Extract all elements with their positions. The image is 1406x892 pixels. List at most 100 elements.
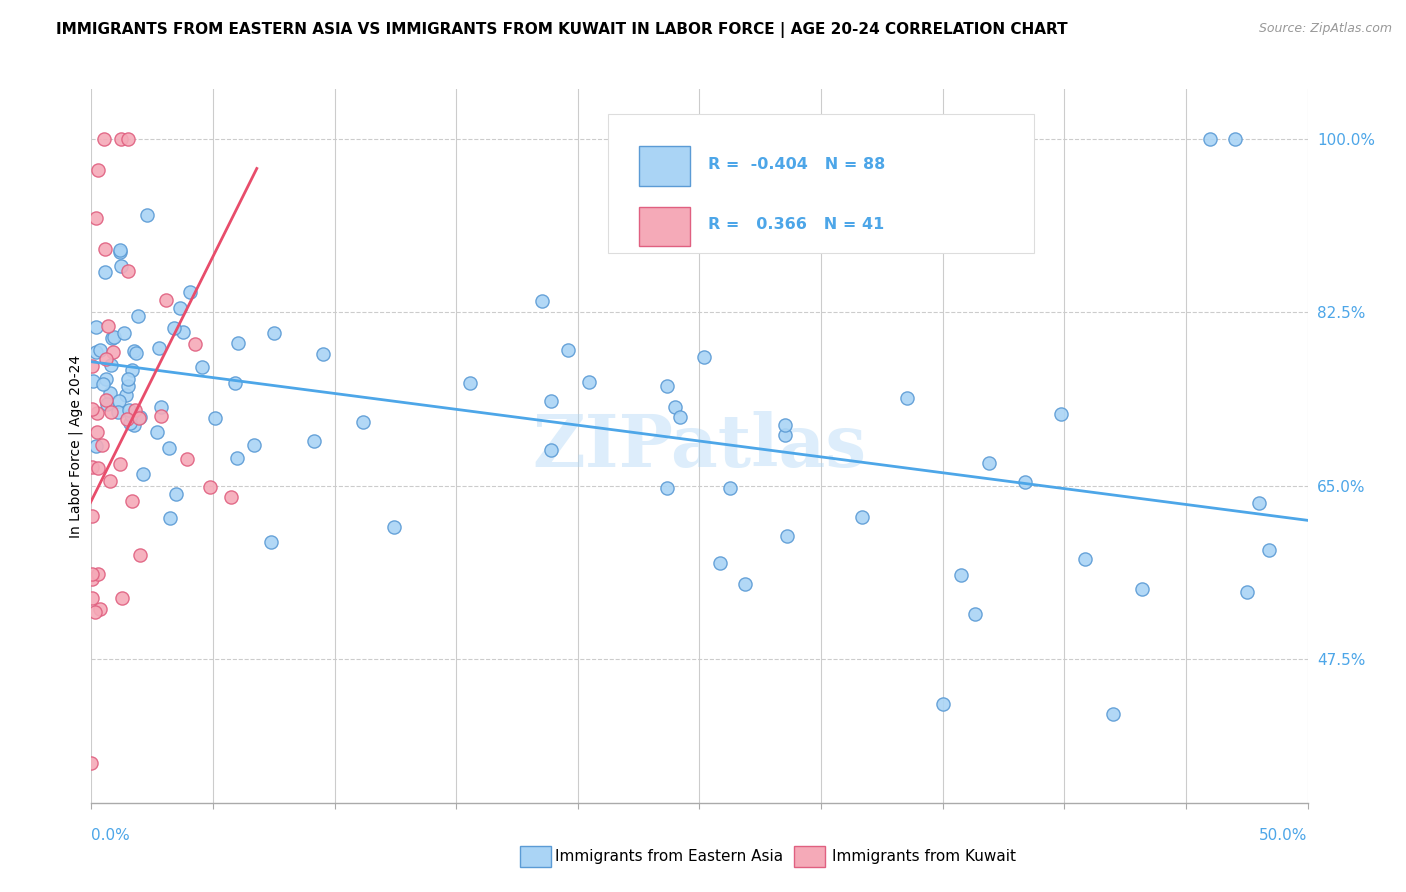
Text: 50.0%: 50.0% xyxy=(1260,828,1308,843)
Point xyxy=(540,442,562,457)
Text: R =  -0.404   N = 88: R = -0.404 N = 88 xyxy=(709,157,886,171)
Point xyxy=(122,343,145,358)
Point xyxy=(979,457,1001,471)
Point xyxy=(84,320,107,334)
Point xyxy=(91,438,114,452)
Point xyxy=(460,376,482,390)
Y-axis label: In Labor Force | Age 20-24: In Labor Force | Age 20-24 xyxy=(69,354,83,538)
Point xyxy=(1050,408,1073,422)
Point xyxy=(87,461,110,475)
Point xyxy=(169,301,191,316)
Point xyxy=(734,577,756,591)
Point xyxy=(86,406,108,420)
Point xyxy=(94,265,117,279)
Point xyxy=(352,415,374,429)
Point xyxy=(540,394,562,409)
Text: ZIPatlas: ZIPatlas xyxy=(533,410,866,482)
Point xyxy=(108,458,131,472)
Point xyxy=(86,425,108,440)
Point xyxy=(112,326,135,340)
Point xyxy=(89,343,111,357)
Point xyxy=(84,439,107,453)
Point xyxy=(382,520,405,534)
Point xyxy=(664,400,686,414)
Text: R =   0.366   N = 41: R = 0.366 N = 41 xyxy=(709,218,884,232)
Point xyxy=(117,372,139,386)
Point xyxy=(312,347,335,361)
Point xyxy=(108,245,131,260)
Point xyxy=(96,392,118,407)
Point xyxy=(1247,496,1270,510)
Point xyxy=(668,409,690,424)
Point xyxy=(128,410,150,425)
Point xyxy=(80,591,103,606)
Point xyxy=(219,490,242,504)
Point xyxy=(243,438,266,452)
Point xyxy=(224,376,246,391)
Point xyxy=(718,481,741,495)
Point xyxy=(1223,132,1246,146)
Point xyxy=(96,397,118,411)
Point xyxy=(94,372,117,386)
Point xyxy=(129,548,152,562)
Point xyxy=(949,568,972,582)
Point xyxy=(578,375,600,389)
Point xyxy=(82,459,104,474)
Point xyxy=(145,425,167,440)
Point xyxy=(148,341,170,355)
Point xyxy=(128,410,150,425)
Point xyxy=(657,379,679,393)
Point xyxy=(302,434,325,448)
Point xyxy=(80,756,103,771)
Bar xyxy=(638,207,690,246)
Point xyxy=(1014,475,1036,489)
Point xyxy=(118,403,141,417)
Point xyxy=(184,337,207,351)
Point xyxy=(107,404,129,418)
Point xyxy=(93,132,115,146)
Point xyxy=(110,259,132,273)
Point xyxy=(94,243,117,257)
Point xyxy=(127,309,149,323)
Point xyxy=(117,132,139,146)
Point xyxy=(80,567,103,582)
Point xyxy=(896,391,918,405)
Point xyxy=(117,412,139,426)
Point xyxy=(100,404,122,418)
Point xyxy=(136,208,159,222)
Point xyxy=(101,331,124,345)
Point xyxy=(97,318,120,333)
Point xyxy=(655,481,678,495)
Point xyxy=(98,474,121,488)
Point xyxy=(117,379,139,393)
Point xyxy=(1102,706,1125,721)
Point xyxy=(84,211,107,225)
Point xyxy=(100,386,122,401)
Point xyxy=(1130,582,1153,596)
FancyBboxPatch shape xyxy=(609,114,1033,253)
Point xyxy=(124,402,146,417)
Point xyxy=(103,330,125,344)
Point xyxy=(963,607,986,621)
Point xyxy=(557,343,579,357)
Point xyxy=(120,408,142,422)
Point xyxy=(122,418,145,433)
Point xyxy=(530,293,553,308)
Point xyxy=(149,400,172,414)
Point xyxy=(226,450,249,465)
Point xyxy=(162,321,184,335)
Point xyxy=(150,409,173,424)
Point xyxy=(198,480,221,494)
Point xyxy=(89,601,111,615)
Point xyxy=(1236,585,1258,599)
Point xyxy=(93,376,115,391)
Point xyxy=(179,285,201,299)
Point xyxy=(159,510,181,524)
Point xyxy=(776,529,799,543)
Text: Immigrants from Eastern Asia: Immigrants from Eastern Asia xyxy=(555,849,783,863)
Point xyxy=(226,336,249,351)
Point xyxy=(165,486,187,500)
Point xyxy=(108,394,131,409)
Text: IMMIGRANTS FROM EASTERN ASIA VS IMMIGRANTS FROM KUWAIT IN LABOR FORCE | AGE 20-2: IMMIGRANTS FROM EASTERN ASIA VS IMMIGRAN… xyxy=(56,22,1069,38)
Point xyxy=(121,494,143,508)
